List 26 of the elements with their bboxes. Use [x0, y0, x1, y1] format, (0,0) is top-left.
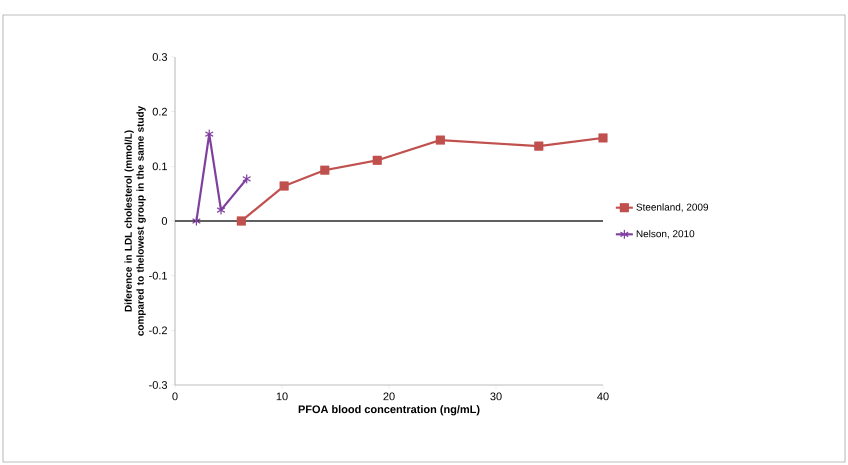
point: [192, 216, 201, 226]
y-tick-label: 0.3: [152, 53, 168, 61]
y-tick-label: -0.2: [149, 326, 167, 334]
x-axis-title: PFOA blood concentration (ng/mL): [298, 405, 480, 416]
point: [436, 136, 445, 145]
point: [320, 166, 330, 175]
point: [242, 174, 252, 184]
point: [372, 156, 382, 165]
x-tick-label: 10: [276, 392, 288, 400]
point: [216, 204, 226, 216]
point: [598, 133, 608, 142]
y-tick-label: 0.2: [152, 108, 167, 116]
x-tick-label: 40: [597, 392, 609, 400]
y-tick-label: -0.3: [149, 381, 168, 389]
x-tick-label: 0: [172, 392, 178, 400]
point: [236, 216, 246, 226]
point: [534, 142, 544, 151]
y-tick-label: 0.1: [152, 162, 167, 170]
y-tick-label: -0.1: [149, 272, 167, 280]
legend-label: Nelson, 2010: [636, 230, 694, 238]
point: [280, 181, 289, 191]
legend-label: Steenland, 2009: [636, 203, 708, 212]
x-tick-label: 20: [383, 392, 395, 400]
y-axis-title: Diference in LDL cholesterol (mmol/L) compared to thelowest group in the same study: [124, 106, 146, 336]
x-tick-label: 30: [490, 392, 502, 400]
y-tick-label: 0: [162, 217, 168, 225]
